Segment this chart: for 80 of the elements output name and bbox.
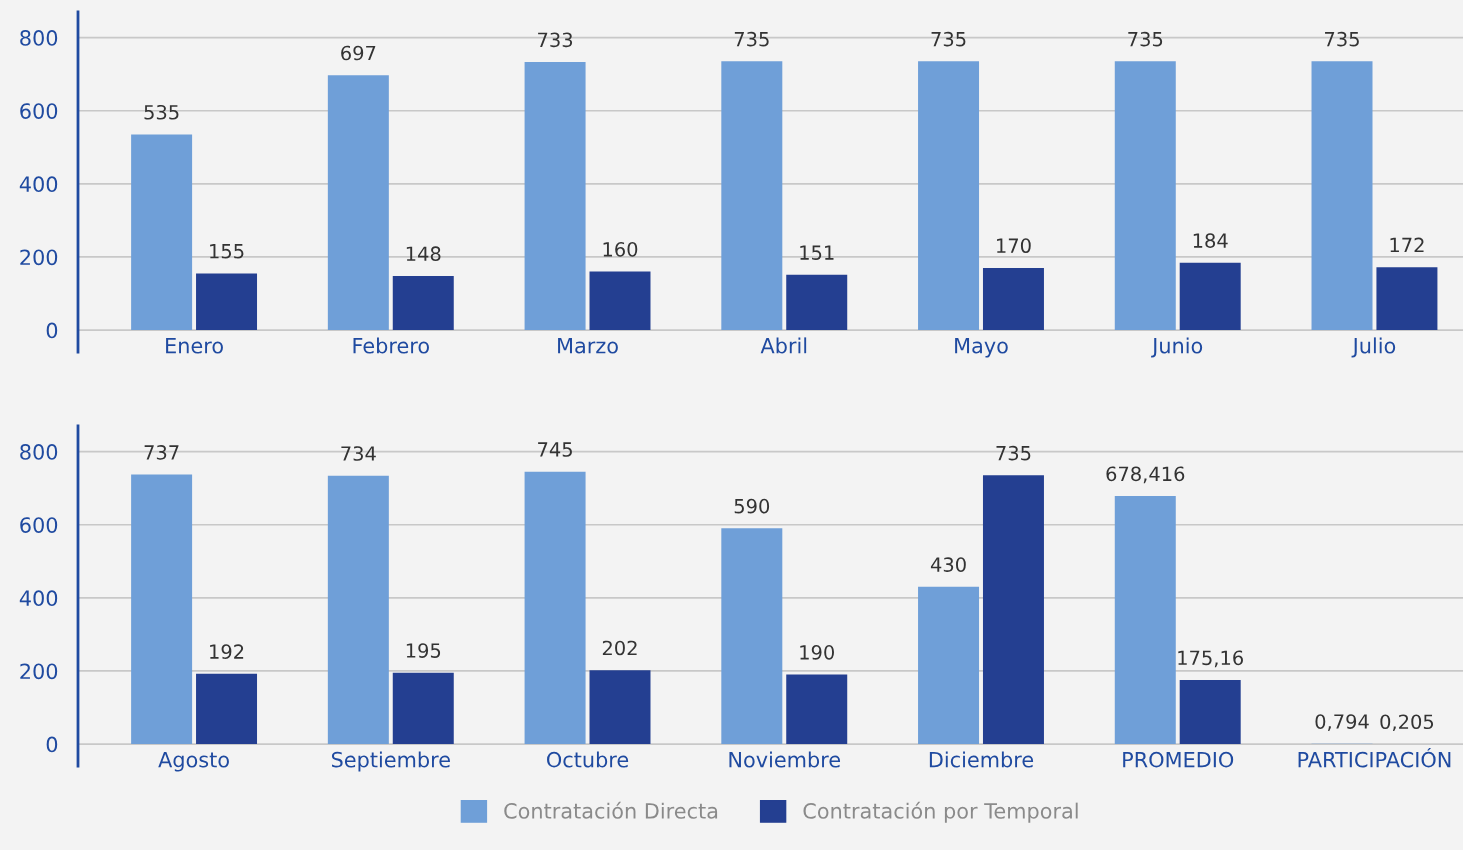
- bar: [196, 273, 258, 331]
- x-tick-label: Julio: [1351, 337, 1396, 358]
- data-label: 155: [210, 244, 244, 259]
- legend-label: Contratación Directa: [504, 801, 718, 819]
- data-label: 735: [1325, 31, 1359, 47]
- data-label: 148: [406, 246, 441, 262]
- data-label: 590: [734, 498, 770, 514]
- data-label: 0,794: [1315, 714, 1369, 731]
- data-label: 170: [997, 238, 1031, 254]
- x-tick-label: Febrero: [353, 337, 429, 354]
- bar: [327, 475, 389, 745]
- bar: [392, 672, 454, 745]
- data-label: 734: [341, 446, 376, 461]
- bar: [524, 471, 586, 745]
- bar: [524, 62, 586, 331]
- y-tick-label: 800: [20, 30, 58, 46]
- data-label: 697: [341, 45, 376, 61]
- data-label: 735: [996, 445, 1031, 461]
- x-tick-label: Agosto: [158, 752, 229, 772]
- y-tick-label: 400: [19, 176, 58, 193]
- data-label: 172: [1390, 237, 1424, 253]
- data-label: 430: [930, 557, 966, 572]
- x-tick-label: Enero: [166, 338, 223, 354]
- bar: [721, 61, 783, 331]
- bar: [786, 674, 848, 745]
- data-label: 737: [144, 445, 179, 460]
- bar: [131, 134, 193, 331]
- data-label: 195: [406, 643, 441, 658]
- bar: [918, 61, 980, 331]
- legend-label: Contratación por Temporal: [803, 801, 1078, 823]
- data-label: 735: [734, 31, 769, 47]
- y-tick-label: 600: [20, 103, 58, 119]
- data-label: 0,205: [1380, 714, 1434, 732]
- x-tick-label: Marzo: [558, 338, 618, 354]
- bar: [589, 670, 651, 745]
- y-tick-label: 400: [19, 590, 58, 607]
- data-label: 678,416: [1106, 466, 1185, 484]
- bar: [982, 267, 1044, 331]
- x-tick-label: PROMEDIO: [1123, 751, 1234, 768]
- bar: [1179, 262, 1241, 331]
- bar: [721, 528, 783, 745]
- data-label: 151: [800, 245, 834, 260]
- bar: [786, 274, 848, 331]
- data-label: 175,16: [1178, 650, 1243, 668]
- x-tick-label: Noviembre: [729, 751, 841, 768]
- y-tick-label: 0: [46, 322, 58, 339]
- bar: [1311, 61, 1373, 331]
- bar: [392, 275, 454, 331]
- data-label: 202: [602, 640, 637, 656]
- bar: [1114, 61, 1176, 331]
- bar: [589, 271, 651, 331]
- data-label: 735: [1128, 31, 1163, 47]
- data-label: 733: [538, 32, 573, 48]
- y-tick-label: 0: [46, 736, 58, 753]
- x-tick-label: Diciembre: [929, 751, 1034, 768]
- bar: [1114, 496, 1176, 745]
- y-tick-label: 200: [20, 663, 58, 680]
- data-label: 745: [538, 442, 572, 457]
- bar: [918, 586, 980, 745]
- data-label: 192: [210, 644, 244, 659]
- y-tick-label: 600: [20, 517, 58, 533]
- bar: [1376, 267, 1438, 331]
- x-tick-label: PARTICIPACIÓN: [1298, 747, 1451, 768]
- data-label: 184: [1193, 233, 1228, 248]
- data-label: 735: [931, 31, 966, 47]
- x-tick-label: Octubre: [547, 751, 629, 768]
- bar: [1179, 680, 1241, 745]
- bar: [982, 475, 1044, 745]
- x-tick-label: Abril: [760, 337, 807, 354]
- bar: [131, 474, 193, 745]
- x-tick-label: Junio: [1151, 337, 1203, 358]
- data-label: 535: [144, 104, 179, 120]
- y-tick-label: 800: [20, 444, 58, 460]
- data-label: 190: [800, 645, 834, 660]
- x-tick-label: Mayo: [955, 338, 1008, 358]
- y-tick-label: 200: [20, 249, 58, 266]
- data-label: 160: [603, 241, 638, 257]
- bar: [196, 673, 258, 745]
- x-tick-label: Septiembre: [331, 751, 450, 772]
- bar: [327, 75, 389, 331]
